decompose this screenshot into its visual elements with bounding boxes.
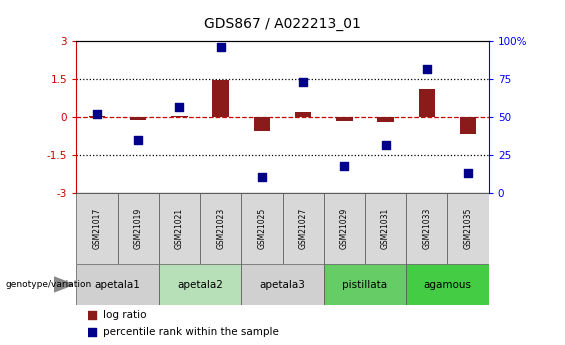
Point [299,80,308,85]
Bar [200,193,241,264]
Bar [241,264,324,305]
Bar [447,193,489,264]
Point [423,66,432,71]
Text: GSM21029: GSM21029 [340,208,349,249]
Bar [212,80,229,117]
Point [93,111,102,117]
Text: apetala3: apetala3 [259,280,306,289]
Bar [159,193,200,264]
Text: percentile rank within the sample: percentile rank within the sample [103,327,279,337]
Text: apetala2: apetala2 [177,280,223,289]
Text: GSM21023: GSM21023 [216,208,225,249]
Text: GSM21021: GSM21021 [175,208,184,249]
Bar [241,193,282,264]
Text: agamous: agamous [424,280,471,289]
Bar [254,117,270,131]
Bar [118,193,159,264]
Bar [89,116,105,117]
Point [175,104,184,109]
Text: GDS867 / A022213_01: GDS867 / A022213_01 [204,17,361,31]
Point [258,174,267,179]
Bar [159,264,241,305]
Bar [324,193,365,264]
Point [134,137,142,143]
Point [216,45,225,50]
Bar [282,193,324,264]
Point [464,171,473,176]
Point [87,312,96,317]
Text: GSM21035: GSM21035 [464,208,472,249]
Bar [130,117,146,120]
Point [87,329,96,335]
Text: GSM21019: GSM21019 [134,208,142,249]
Bar [419,89,435,117]
Text: genotype/variation: genotype/variation [6,280,92,289]
Point [340,163,349,169]
Text: GSM21033: GSM21033 [423,208,431,249]
Bar [171,116,188,117]
Text: apetala1: apetala1 [94,280,141,289]
Bar [460,117,476,134]
Text: GSM21017: GSM21017 [93,208,101,249]
Bar [324,264,406,305]
Text: GSM21027: GSM21027 [299,208,307,249]
Bar [377,117,394,122]
Bar [76,264,159,305]
Bar [76,193,118,264]
Bar [295,112,311,117]
Bar [365,193,406,264]
Text: pistillata: pistillata [342,280,388,289]
Text: log ratio: log ratio [103,310,147,320]
Bar [406,193,447,264]
Bar [336,117,353,121]
Bar [406,264,489,305]
Polygon shape [54,277,73,292]
Text: GSM21031: GSM21031 [381,208,390,249]
Text: GSM21025: GSM21025 [258,208,266,249]
Point [381,142,390,147]
